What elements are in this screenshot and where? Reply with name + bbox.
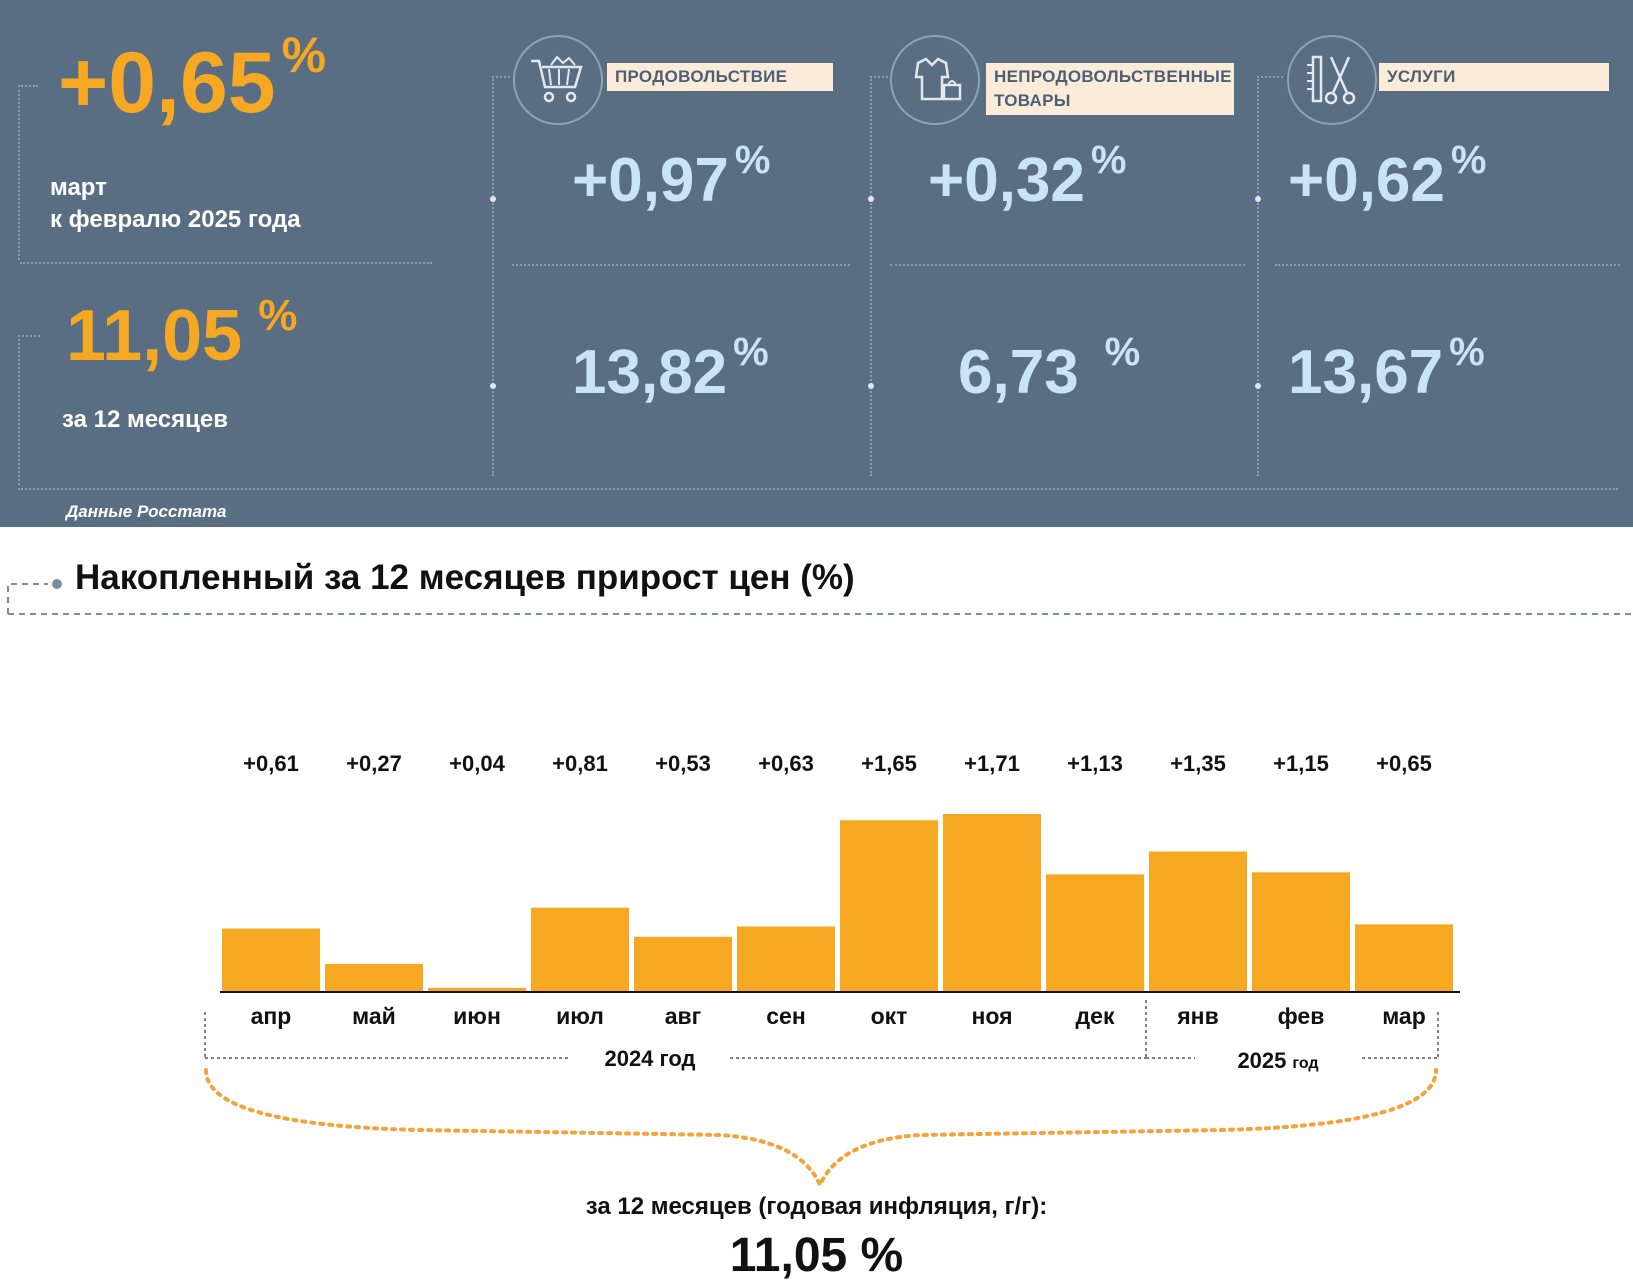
bar-сен xyxy=(737,926,835,992)
x-tick-мар: мар xyxy=(1382,1003,1426,1029)
bar-мар xyxy=(1355,924,1453,992)
x-tick-июн: июн xyxy=(453,1003,501,1029)
services-monthly-value: +0,62% xyxy=(1288,138,1487,215)
x-tick-ноя: ноя xyxy=(971,1003,1012,1029)
data-label-янв: +1,35 xyxy=(1170,751,1226,776)
year-label-2025: 2025 год xyxy=(1237,1048,1318,1073)
marker-dot xyxy=(868,383,874,389)
data-label-июн: +0,04 xyxy=(449,751,505,776)
guide xyxy=(492,76,494,476)
divider xyxy=(512,264,850,266)
clothes-bag-icon xyxy=(890,35,980,125)
guide xyxy=(18,85,20,260)
data-label-авг: +0,53 xyxy=(655,751,711,776)
guide xyxy=(870,76,872,476)
section-title: Накопленный за 12 месяцев прирост цен (%… xyxy=(75,558,855,597)
marker-dot xyxy=(490,196,496,202)
category-label-nonfood: НЕПРОДОВОЛЬСТВЕННЫЕ ТОВАРЫ xyxy=(986,63,1234,115)
data-label-сен: +0,63 xyxy=(758,751,814,776)
services-annual-value: 13,67% xyxy=(1288,330,1485,407)
annual-caption: за 12 месяцев (годовая инфляция, г/г): xyxy=(585,1193,1048,1220)
guide xyxy=(1257,76,1259,476)
x-tick-апр: апр xyxy=(251,1003,292,1029)
x-tick-фев: фев xyxy=(1278,1003,1325,1029)
divider xyxy=(18,488,1618,490)
food-annual-value: 13,82% xyxy=(572,330,769,407)
x-tick-окт: окт xyxy=(871,1003,908,1029)
guide xyxy=(870,76,888,78)
comb-scissors-icon xyxy=(1287,35,1377,125)
guide xyxy=(492,76,510,78)
summary-panel: +0,65% март к февралю 2025 года 11,05% з… xyxy=(0,0,1633,527)
data-source: Данные Росстата xyxy=(66,502,227,521)
marker-dot xyxy=(490,383,496,389)
title-guide xyxy=(7,579,1633,615)
bar-ноя xyxy=(943,814,1041,992)
x-tick-июл: июл xyxy=(556,1003,604,1029)
annual-inflation-value: 11,05% xyxy=(66,291,298,376)
shopping-cart-icon xyxy=(513,35,603,125)
monthly-inflation-chart: +0,61 +0,27 +0,04 +0,81 +0,53 +0,63 +1,65 +1,71… xyxy=(204,751,1460,1190)
x-tick-янв: янв xyxy=(1176,1003,1218,1029)
data-label-апр: +0,61 xyxy=(243,751,299,776)
guide xyxy=(18,335,40,337)
data-label-мар: +0,65 xyxy=(1376,751,1432,776)
x-tick-дек: дек xyxy=(1076,1003,1115,1029)
bar-окт xyxy=(840,820,938,992)
bar-июн xyxy=(428,987,526,992)
bar-июл xyxy=(531,907,629,992)
annual-total-value: 11,05 % xyxy=(729,1229,904,1282)
divider xyxy=(20,262,432,264)
data-label-фев: +1,15 xyxy=(1273,751,1329,776)
data-label-май: +0,27 xyxy=(346,751,402,776)
guide xyxy=(1257,76,1283,78)
data-label-июл: +0,81 xyxy=(552,751,608,776)
guide xyxy=(18,335,20,485)
nonfood-annual-value: 6,73% xyxy=(958,330,1141,407)
annual-brace xyxy=(204,1068,1438,1190)
bar-янв xyxy=(1149,851,1247,992)
divider xyxy=(1275,264,1620,266)
bar-авг xyxy=(634,936,732,992)
x-tick-сен: сен xyxy=(766,1003,805,1029)
x-tick-авг: авг xyxy=(665,1003,702,1029)
marker-dot xyxy=(868,196,874,202)
bar-май xyxy=(325,963,423,992)
data-label-ноя: +1,71 xyxy=(964,751,1020,776)
guide xyxy=(18,85,38,87)
category-label-services: УСЛУГИ xyxy=(1379,63,1609,91)
monthly-inflation-value: +0,65% xyxy=(58,27,327,131)
category-label-food: ПРОДОВОЛЬСТВИЕ xyxy=(607,63,833,91)
marker-dot xyxy=(1255,383,1261,389)
food-monthly-value: +0,97% xyxy=(572,138,771,215)
data-label-окт: +1,65 xyxy=(861,751,917,776)
bar-фев xyxy=(1252,872,1350,992)
bar-апр xyxy=(222,928,320,992)
monthly-period-label: март к февралю 2025 года xyxy=(50,174,301,233)
marker-dot xyxy=(1255,196,1261,202)
annual-period-label: за 12 месяцев xyxy=(62,406,228,433)
bar-дек xyxy=(1046,874,1144,992)
data-label-дек: +1,13 xyxy=(1067,751,1123,776)
divider xyxy=(890,264,1245,266)
year-label-2024: 2024 год xyxy=(604,1046,695,1071)
nonfood-monthly-value: +0,32% xyxy=(928,138,1127,215)
x-tick-май: май xyxy=(352,1003,396,1029)
